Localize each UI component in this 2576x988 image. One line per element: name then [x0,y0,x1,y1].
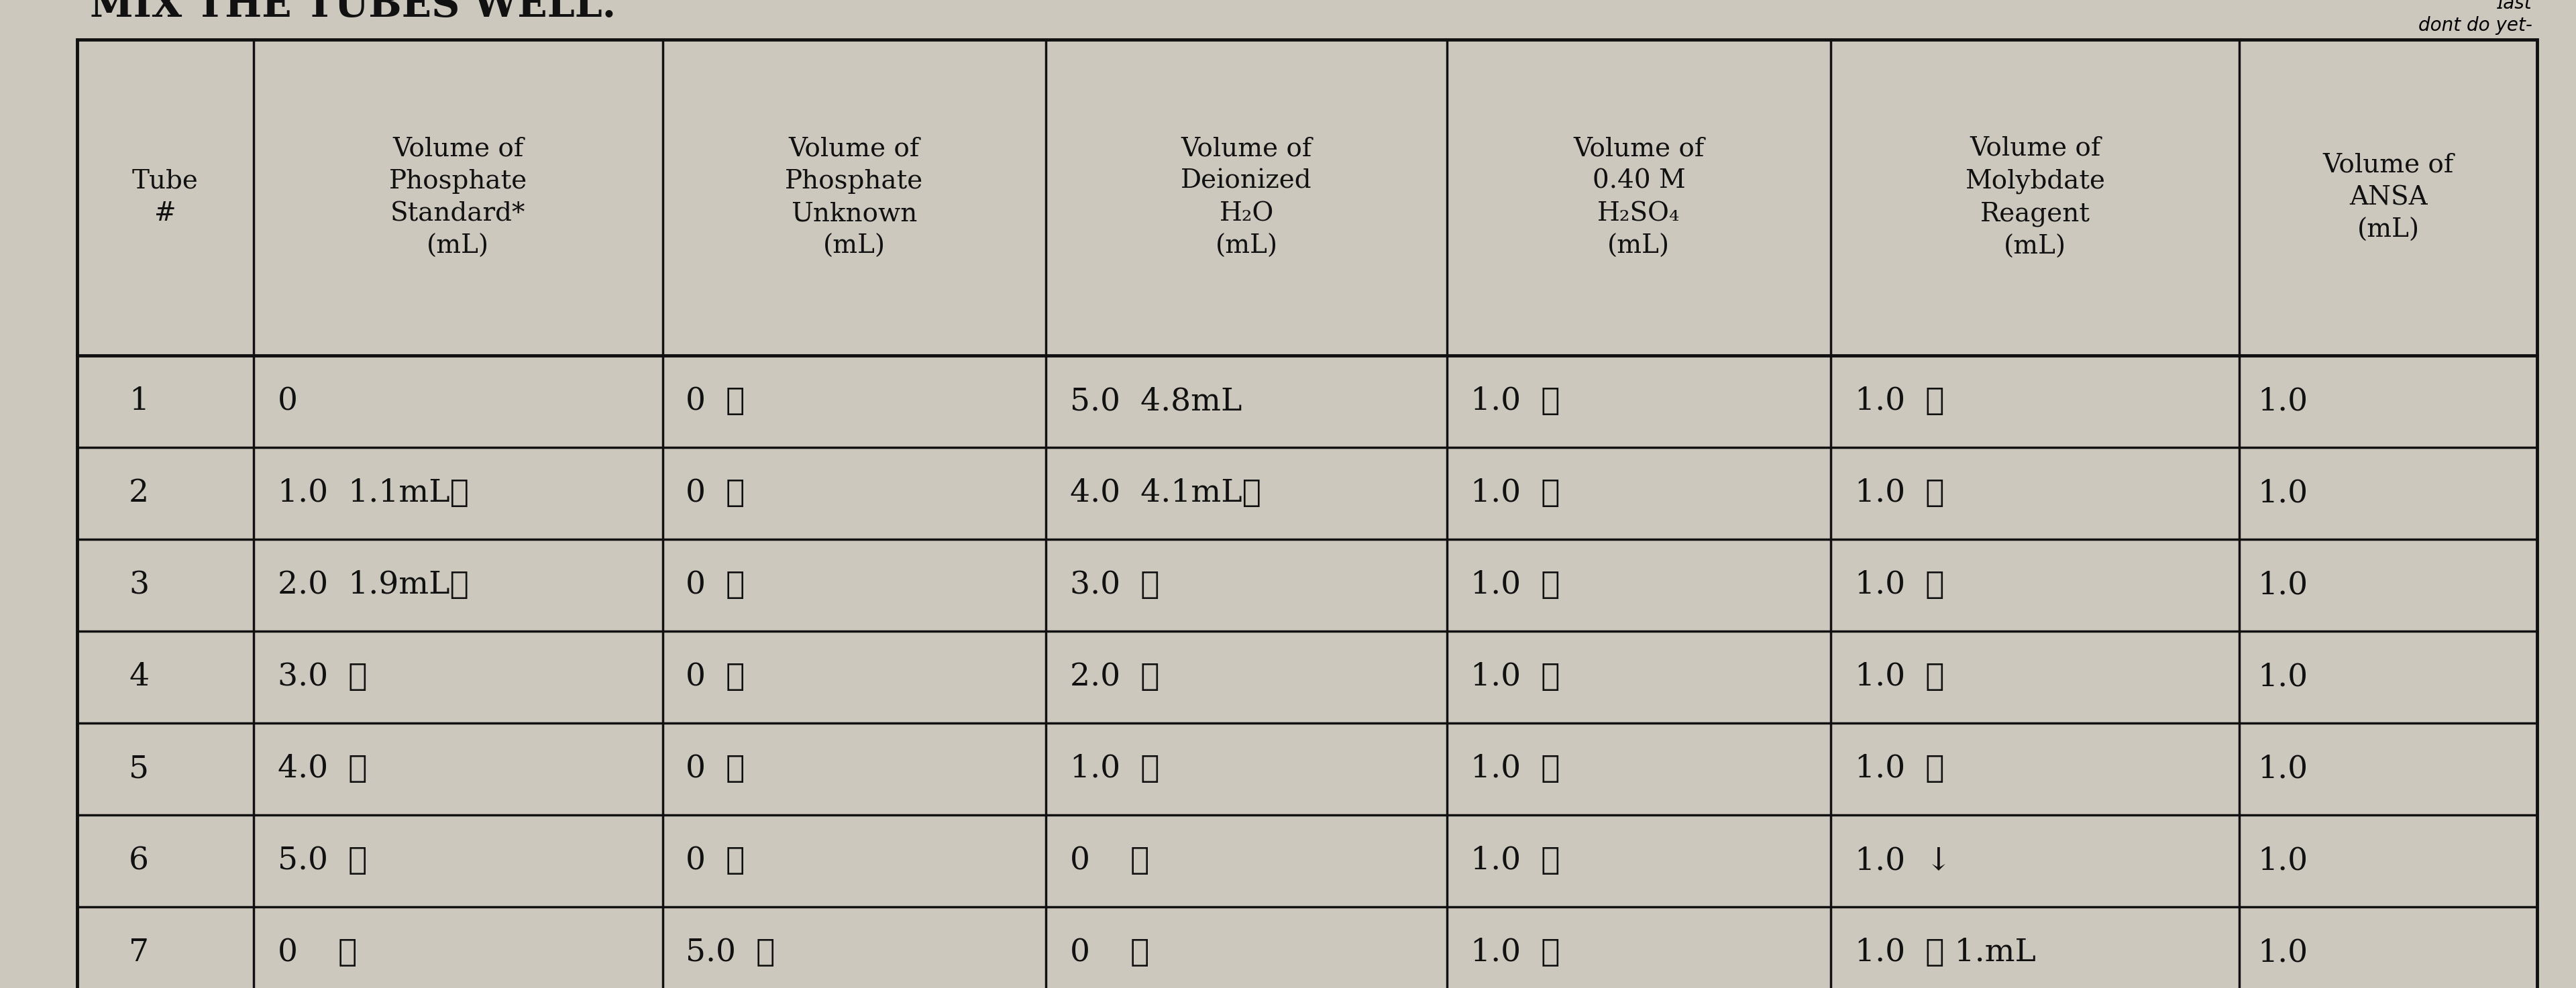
Text: ɪast
dont do yet-: ɪast dont do yet- [2419,0,2532,35]
Text: 1.0  1.1mL✓: 1.0 1.1mL✓ [278,478,469,509]
Text: MIX THE TUBES WELL.: MIX THE TUBES WELL. [90,0,616,25]
Text: 1.0  ✓: 1.0 ✓ [1471,570,1558,601]
Text: 3.0  ✓: 3.0 ✓ [1069,570,1159,601]
Text: 0    ✓: 0 ✓ [278,938,358,968]
Text: 4.0  4.1mL✓: 4.0 4.1mL✓ [1069,478,1262,509]
Text: 0  ✓: 0 ✓ [685,754,744,784]
Text: 1.0: 1.0 [2257,478,2308,509]
Text: 1.0  ✓: 1.0 ✓ [1855,754,1945,784]
Text: 1: 1 [129,386,149,417]
Text: 5: 5 [129,754,149,784]
Text: 1.0: 1.0 [2257,662,2308,693]
Text: 1.0  ✓: 1.0 ✓ [1471,478,1558,509]
Text: 2.0  ✓: 2.0 ✓ [1069,662,1159,693]
Text: 4: 4 [129,662,149,693]
Text: 0: 0 [278,386,299,417]
Text: 5.0  ✓: 5.0 ✓ [685,938,775,968]
Text: 1.0  ✓: 1.0 ✓ [1855,478,1945,509]
Text: 1.0: 1.0 [2257,938,2308,968]
Text: Volume of
0.40 M
H₂SO₄
(mL): Volume of 0.40 M H₂SO₄ (mL) [1574,136,1705,259]
Text: 1.0  ✓: 1.0 ✓ [1855,570,1945,601]
Text: 0  ✓: 0 ✓ [685,570,744,601]
Text: 1.0  ✓: 1.0 ✓ [1471,662,1558,693]
Text: Volume of
Deionized
H₂O
(mL): Volume of Deionized H₂O (mL) [1180,136,1311,259]
Text: 0    ✓: 0 ✓ [1069,938,1149,968]
Text: 1.0  ✓: 1.0 ✓ [1855,662,1945,693]
Text: 1.0  ✓: 1.0 ✓ [1471,846,1558,876]
Text: 1.0  ✓: 1.0 ✓ [1069,754,1159,784]
Text: 0    ✓: 0 ✓ [1069,846,1149,876]
Text: 0  ✓: 0 ✓ [685,386,744,417]
Text: Volume of
Phosphate
Standard*
(mL): Volume of Phosphate Standard* (mL) [389,136,528,259]
Text: Tube
#: Tube # [131,169,198,226]
Text: 1.0: 1.0 [2257,846,2308,876]
Text: 1.0: 1.0 [2257,386,2308,417]
Text: 7: 7 [129,938,149,968]
Text: 0  ✓: 0 ✓ [685,662,744,693]
Text: 1.0  ✓ 1.mL: 1.0 ✓ 1.mL [1855,938,2035,968]
Text: 5.0  4.8mL: 5.0 4.8mL [1069,386,1242,417]
Text: 0  ✓: 0 ✓ [685,478,744,509]
Text: Volume of
ANSA
(mL): Volume of ANSA (mL) [2324,152,2455,243]
Text: 6: 6 [129,846,149,876]
Text: 1.0  ↓: 1.0 ↓ [1855,846,1953,876]
Text: 1.0  ✓: 1.0 ✓ [1855,386,1945,417]
Text: 1.0: 1.0 [2257,754,2308,784]
Text: 2: 2 [129,478,149,509]
Text: 4.0  ✓: 4.0 ✓ [278,754,368,784]
Text: 1.0  ✓: 1.0 ✓ [1471,754,1558,784]
Text: 3.0  ✓: 3.0 ✓ [278,662,368,693]
Text: 0  ✓: 0 ✓ [685,846,744,876]
Text: 5.0  ✓: 5.0 ✓ [278,846,368,876]
Text: 1.0: 1.0 [2257,570,2308,601]
Text: 1.0  ✓: 1.0 ✓ [1471,938,1558,968]
Text: 1.0  ✓: 1.0 ✓ [1471,386,1558,417]
Text: 2.0  1.9mL✓: 2.0 1.9mL✓ [278,570,469,601]
Text: Volume of
Molybdate
Reagent
(mL): Volume of Molybdate Reagent (mL) [1965,136,2105,259]
Text: Volume of
Phosphate
Unknown
(mL): Volume of Phosphate Unknown (mL) [786,136,922,259]
Text: 3: 3 [129,570,149,601]
